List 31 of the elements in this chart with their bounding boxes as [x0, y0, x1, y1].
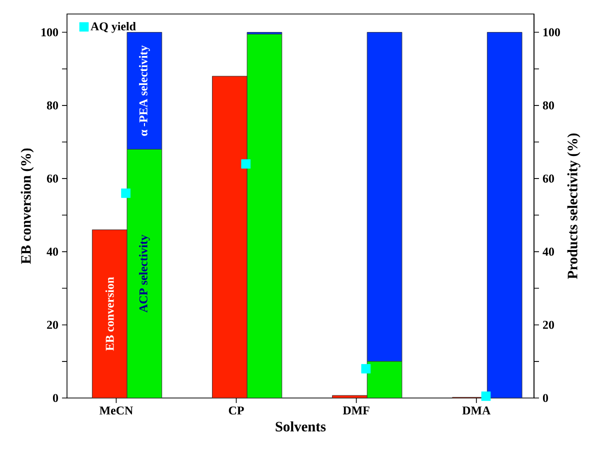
y2-tick-label: 40 — [542, 248, 554, 256]
series-label: ACP selectivity — [138, 234, 150, 313]
y-axis-title: EB conversion (%) — [20, 148, 34, 264]
bar — [126, 32, 162, 150]
y2-tick-label: 80 — [542, 101, 554, 110]
x-axis-title: Solvents — [276, 421, 326, 432]
x-tick-label: DMA — [462, 406, 491, 414]
y2-axis-title: Products selectivity (%) — [567, 133, 580, 279]
series-label: EB conversion — [105, 277, 114, 351]
legend-label: AQ yield — [90, 22, 136, 33]
y-tick-label: 60 — [46, 174, 58, 183]
bar — [486, 32, 522, 398]
y2-tick-label: 60 — [542, 174, 554, 183]
y2-tick-label: 0 — [542, 394, 548, 402]
y2-tick-label: 20 — [543, 320, 554, 329]
point — [241, 159, 251, 169]
bar — [366, 32, 402, 362]
y-tick-label: 20 — [47, 320, 58, 329]
x-tick-label: DMF — [342, 406, 370, 414]
bar — [366, 361, 402, 398]
y-tick-label: 100 — [42, 28, 58, 36]
y-tick-label: 0 — [52, 394, 58, 402]
series-label: α -PEA selectivity — [138, 45, 150, 136]
y2-tick-label: 100 — [543, 28, 560, 36]
y-tick-label: 80 — [46, 101, 58, 110]
x-tick-label: CP — [228, 406, 244, 415]
y-tick-label: 40 — [46, 248, 58, 256]
x-tick-label: MeCN — [99, 406, 133, 415]
point — [481, 391, 491, 401]
point — [121, 188, 131, 198]
point — [361, 364, 371, 374]
